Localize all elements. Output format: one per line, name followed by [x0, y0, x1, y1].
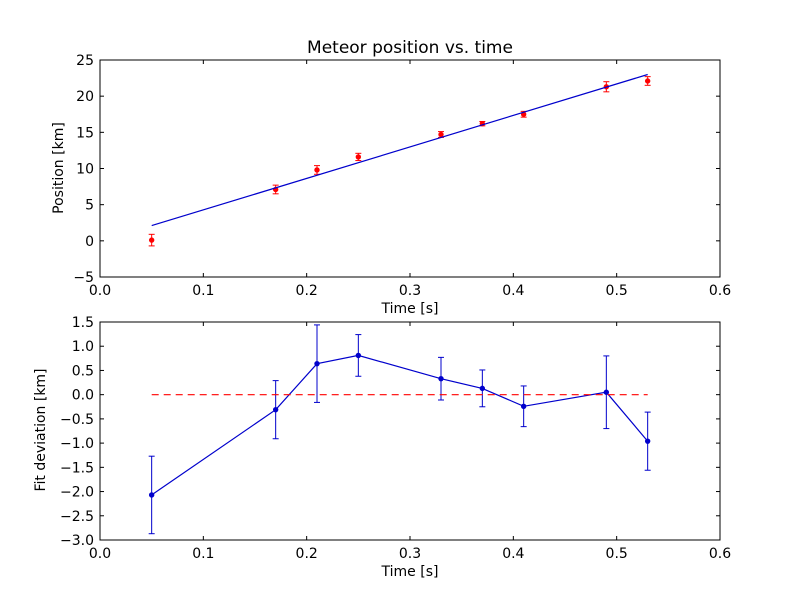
- y-tick-label: −2.5: [60, 509, 94, 525]
- x-tick-label: 0.2: [296, 283, 318, 299]
- data-point: [520, 403, 527, 409]
- y-tick-label: −0.5: [60, 412, 94, 428]
- y-tick-label: 0.5: [72, 363, 94, 379]
- axes-frame: [99, 321, 721, 541]
- x-tick-label: 0.0: [89, 283, 111, 299]
- y-tick-label: −1.5: [60, 460, 94, 476]
- data-point: [644, 78, 651, 84]
- error-bar: [314, 165, 320, 175]
- error-bar: [644, 411, 651, 471]
- data-point: [438, 375, 444, 382]
- error-bar: [479, 369, 486, 408]
- error-bar: [355, 334, 362, 377]
- data-point: [479, 385, 486, 392]
- error-bar: [148, 455, 155, 535]
- y-tick-label: −5: [73, 270, 94, 286]
- x-tick-label: 0.5: [606, 283, 628, 299]
- y-tick-label: −1.0: [60, 436, 94, 452]
- chart-title: Meteor position vs. time: [307, 38, 513, 58]
- x-tick-label: 0.2: [296, 546, 318, 562]
- data-point: [272, 406, 279, 413]
- x-tick-label: 0.1: [192, 283, 214, 299]
- y-tick-label: 15: [76, 125, 94, 141]
- data-point: [314, 360, 320, 367]
- error-bar: [148, 233, 155, 247]
- y-tick-label: −2.0: [60, 485, 94, 501]
- data-point: [148, 492, 155, 498]
- fit-line: [151, 73, 648, 227]
- x-tick-label: 0.6: [709, 546, 731, 562]
- y-tick-label: 10: [76, 162, 94, 178]
- data-point: [644, 438, 651, 444]
- error-bar: [355, 152, 362, 162]
- deviation-line: [151, 354, 649, 496]
- error-bar: [644, 76, 651, 86]
- y-tick-label: 20: [76, 89, 94, 105]
- error-bar: [438, 356, 444, 401]
- x-tick-label: 0.4: [502, 546, 524, 562]
- error-bar: [314, 324, 320, 403]
- y-tick-label: 0: [85, 234, 94, 250]
- y-tick-label: 0.0: [72, 388, 94, 404]
- y-tick-label: −3.0: [60, 533, 94, 549]
- data-point: [355, 352, 362, 359]
- x-axis-label: Time [s]: [381, 564, 439, 580]
- axes-frame: [99, 59, 721, 278]
- x-tick-label: 0.6: [709, 283, 731, 299]
- data-point: [438, 131, 444, 138]
- y-tick-label: 1.5: [72, 315, 94, 331]
- y-tick-label: 1.0: [72, 339, 94, 355]
- y-tick-label: 25: [76, 53, 94, 69]
- error-bar: [272, 380, 279, 440]
- error-bar: [272, 184, 279, 195]
- x-tick-label: 0.3: [399, 283, 421, 299]
- x-tick-label: 0.5: [606, 546, 628, 562]
- data-point: [355, 154, 362, 160]
- y-axis-label: Position [km]: [51, 122, 67, 214]
- x-tick-label: 0.3: [399, 546, 421, 562]
- y-tick-label: 5: [85, 198, 94, 214]
- position-plot: 0.0 0.1 0.2 0.3 0.4 0.5 0.6 −5 0 5 10 15 20 25: [73, 53, 731, 299]
- x-tick-label: 0.0: [89, 546, 111, 562]
- y-axis-label: Fit deviation [km]: [33, 368, 49, 491]
- x-tick-label: 0.4: [502, 283, 524, 299]
- error-bar: [603, 355, 610, 430]
- x-tick-label: 0.1: [192, 546, 214, 562]
- x-axis-label: Time [s]: [381, 301, 439, 317]
- data-point: [603, 389, 610, 395]
- error-bar: [520, 385, 527, 428]
- data-point: [314, 167, 320, 173]
- deviation-plot: 0.0 0.1 0.2 0.3 0.4 0.5 0.6 −3.0 −2.5 −2.0 −1.5 −1.…: [60, 315, 731, 562]
- data-point: [148, 237, 155, 243]
